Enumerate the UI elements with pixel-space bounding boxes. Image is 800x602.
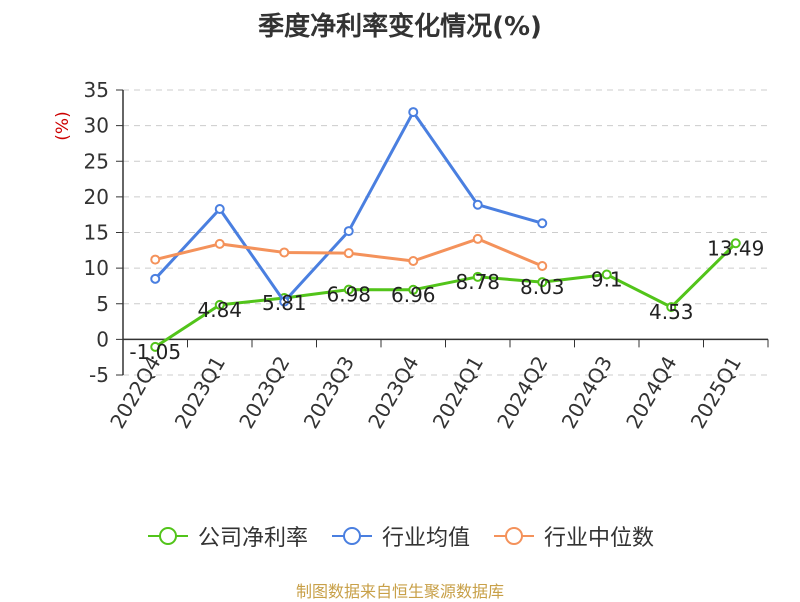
y-tick-label: 5	[96, 292, 109, 316]
y-tick-label: 0	[96, 327, 109, 351]
data-label: 9.1	[591, 268, 623, 292]
grid-lines	[123, 89, 768, 376]
y-tick-label: -5	[89, 363, 109, 387]
y-tick-label: 10	[84, 256, 109, 280]
data-label: 13.49	[707, 236, 764, 260]
data-point	[408, 256, 419, 266]
data-point	[730, 238, 741, 249]
data-point	[214, 299, 225, 310]
y-tick-label: 25	[84, 149, 109, 173]
x-tick-label: 2024Q1	[428, 352, 488, 433]
x-tick-label: 2024Q4	[621, 352, 681, 433]
data-point	[601, 269, 612, 280]
data-point	[150, 341, 161, 352]
data-label: 6.98	[326, 283, 371, 307]
x-tick-label: 2022Q4	[105, 352, 165, 433]
legend-dot-industry-mean	[342, 527, 361, 545]
legend-marker-company	[147, 527, 188, 545]
chart-title: 季度净利率变化情况(%)	[258, 12, 542, 42]
data-point	[537, 277, 548, 288]
series-line-0	[154, 242, 737, 349]
y-axis-label: (%)	[53, 111, 73, 140]
series-lines	[150, 107, 741, 352]
data-point	[472, 271, 483, 282]
y-tick-label: 15	[84, 221, 109, 245]
data-label: 5.81	[262, 291, 307, 315]
data-point	[537, 218, 548, 229]
data-point	[214, 203, 225, 214]
data-label: 4.53	[649, 300, 694, 324]
legend-dot-industry-median	[505, 527, 523, 545]
legend-item-company[interactable]: 公司净利率	[146, 520, 308, 552]
data-label: -1.05	[129, 340, 181, 364]
data-labels: -1.05 4.84 5.81 6.98 6.96 8.78 8.03 9.1 4.53 13.4…	[129, 236, 764, 364]
data-point	[150, 273, 161, 284]
x-tick-label: 2023Q3	[299, 352, 359, 433]
x-tick-label: 2024Q2	[492, 352, 552, 433]
data-point	[408, 107, 419, 118]
data-point	[279, 296, 290, 307]
data-label: 4.84	[197, 298, 242, 322]
x-tick-label: 2023Q2	[234, 352, 294, 433]
legend-label-company: 公司净利率	[197, 526, 308, 551]
data-point	[472, 233, 483, 244]
source-note: 制图数据来自恒生聚源数据库	[295, 582, 504, 601]
y-tick-label: 35	[84, 78, 109, 102]
x-tick-label: 2025Q1	[686, 352, 746, 433]
data-point	[537, 260, 548, 271]
data-point	[343, 284, 354, 295]
data-label: 8.78	[455, 270, 500, 294]
data-point	[408, 284, 419, 295]
legend-label-industry-mean: 行业均值	[381, 526, 470, 551]
legend-item-industry-median[interactable]: 行业中位数	[492, 520, 654, 552]
x-tick-label: 2024Q3	[557, 352, 617, 433]
x-tick-label: 2023Q1	[170, 352, 230, 433]
legend: 公司净利率 行业均值 行业中位数	[0, 520, 800, 552]
legend-label-industry-median: 行业中位数	[544, 526, 655, 551]
data-label: 8.03	[520, 275, 565, 299]
data-point	[214, 238, 225, 249]
legend-item-industry-mean[interactable]: 行业均值	[330, 520, 470, 552]
data-label: 6.96	[391, 283, 436, 307]
y-tick-label: 30	[84, 114, 109, 138]
x-tick-label: 2023Q4	[363, 352, 423, 433]
data-point	[279, 247, 290, 258]
data-point	[472, 199, 483, 210]
data-point	[343, 226, 354, 237]
legend-marker-industry-median	[494, 527, 534, 545]
y-tick-label: 20	[84, 185, 109, 209]
legend-marker-industry-mean	[331, 527, 372, 545]
data-point	[150, 254, 161, 265]
legend-dot-company	[158, 527, 177, 545]
data-point	[343, 248, 354, 259]
data-point	[666, 302, 677, 313]
